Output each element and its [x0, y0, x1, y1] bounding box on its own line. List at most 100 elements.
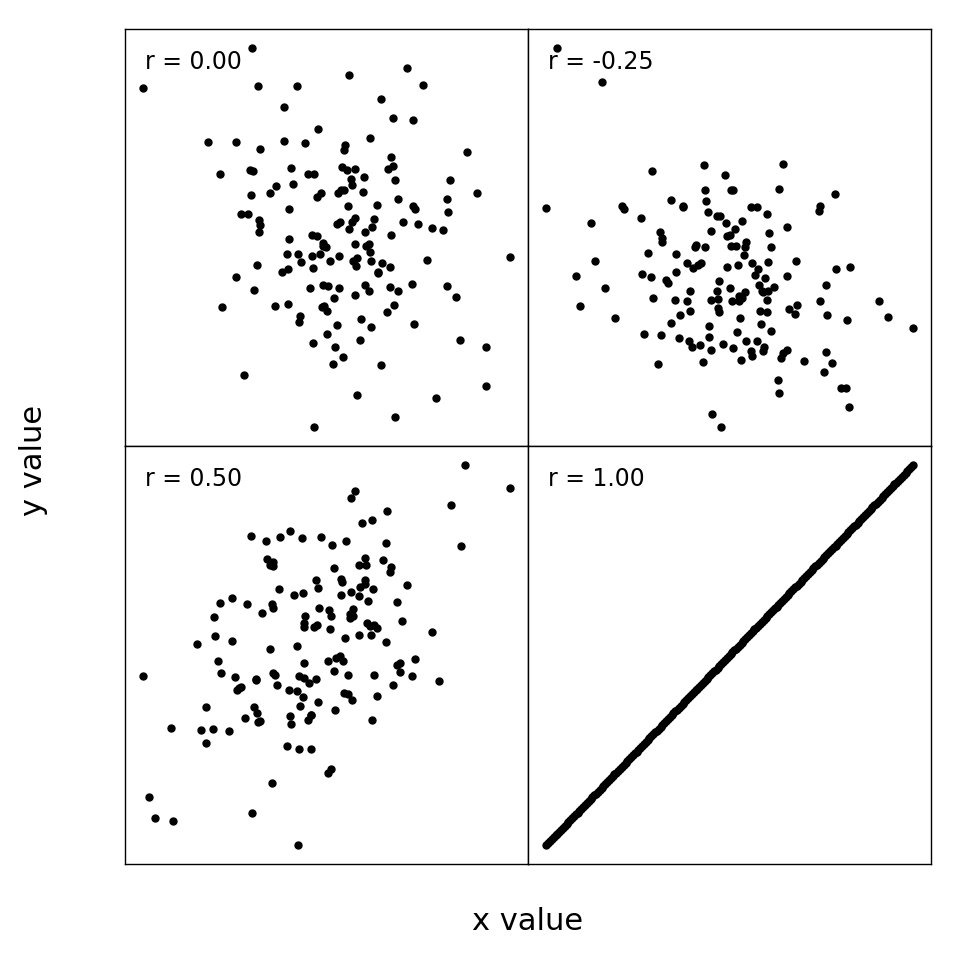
Point: [365, 712, 380, 728]
Point: [592, 782, 608, 798]
Point: [650, 356, 665, 372]
Point: [351, 558, 367, 573]
Point: [743, 200, 758, 215]
Point: [331, 185, 347, 201]
Point: [789, 578, 804, 593]
Point: [420, 252, 435, 268]
Point: [676, 200, 691, 215]
Point: [267, 667, 282, 683]
Point: [811, 555, 827, 570]
Point: [839, 526, 854, 541]
Point: [340, 667, 355, 683]
Point: [240, 206, 255, 222]
Point: [824, 541, 839, 557]
Point: [838, 381, 853, 396]
Point: [297, 670, 312, 685]
Point: [346, 601, 361, 616]
Point: [667, 293, 683, 308]
Point: [735, 634, 751, 649]
Point: [553, 822, 568, 837]
Point: [821, 545, 836, 561]
Point: [276, 99, 292, 114]
Point: [663, 193, 679, 208]
Point: [713, 420, 729, 435]
Point: [745, 255, 760, 271]
Point: [546, 829, 562, 845]
Point: [696, 157, 711, 173]
Point: [165, 813, 180, 828]
Point: [245, 163, 260, 179]
Point: [390, 283, 405, 299]
Point: [239, 596, 254, 612]
Point: [730, 324, 745, 340]
Point: [568, 806, 584, 822]
Point: [251, 212, 266, 228]
Point: [367, 212, 382, 228]
Point: [323, 622, 338, 637]
Point: [382, 564, 397, 580]
Point: [329, 217, 345, 232]
Point: [891, 473, 906, 489]
Point: [347, 287, 362, 302]
Point: [225, 634, 240, 649]
Point: [683, 688, 698, 704]
Point: [898, 466, 913, 481]
Point: [199, 699, 214, 714]
Point: [315, 238, 330, 253]
Point: [887, 477, 902, 492]
Point: [700, 204, 715, 220]
Point: [252, 713, 268, 729]
Point: [265, 559, 280, 574]
Point: [320, 765, 335, 780]
Point: [679, 294, 694, 309]
Point: [364, 320, 379, 335]
Point: [642, 731, 658, 746]
Point: [853, 511, 869, 526]
Point: [673, 698, 688, 713]
Point: [305, 260, 321, 276]
Point: [736, 248, 752, 263]
Point: [539, 201, 554, 216]
Point: [807, 559, 823, 574]
Point: [342, 610, 357, 625]
Point: [711, 658, 727, 673]
Point: [688, 683, 704, 698]
Point: [310, 580, 325, 595]
Point: [408, 202, 423, 217]
Point: [281, 231, 297, 247]
Point: [394, 613, 409, 629]
Point: [279, 738, 295, 754]
Point: [783, 584, 799, 599]
Point: [243, 162, 258, 178]
Point: [336, 143, 351, 158]
Point: [765, 603, 780, 618]
Point: [877, 487, 893, 502]
Point: [341, 67, 356, 83]
Point: [384, 150, 399, 165]
Point: [374, 255, 390, 271]
Point: [687, 239, 703, 254]
Point: [249, 671, 264, 686]
Point: [645, 727, 660, 742]
Point: [574, 801, 589, 816]
Point: [749, 620, 764, 636]
Point: [655, 717, 670, 732]
Point: [719, 650, 734, 665]
Point: [231, 681, 247, 696]
Point: [785, 582, 801, 597]
Point: [334, 158, 349, 174]
Point: [739, 630, 755, 645]
Point: [366, 581, 381, 596]
Point: [772, 385, 787, 400]
Point: [809, 557, 825, 572]
Point: [584, 215, 599, 230]
Point: [399, 60, 415, 76]
Point: [311, 694, 326, 709]
Point: [296, 615, 311, 631]
Point: [333, 182, 348, 198]
Point: [335, 653, 350, 668]
Point: [603, 771, 618, 786]
Point: [309, 228, 324, 243]
Point: [717, 167, 732, 182]
Point: [248, 672, 263, 687]
